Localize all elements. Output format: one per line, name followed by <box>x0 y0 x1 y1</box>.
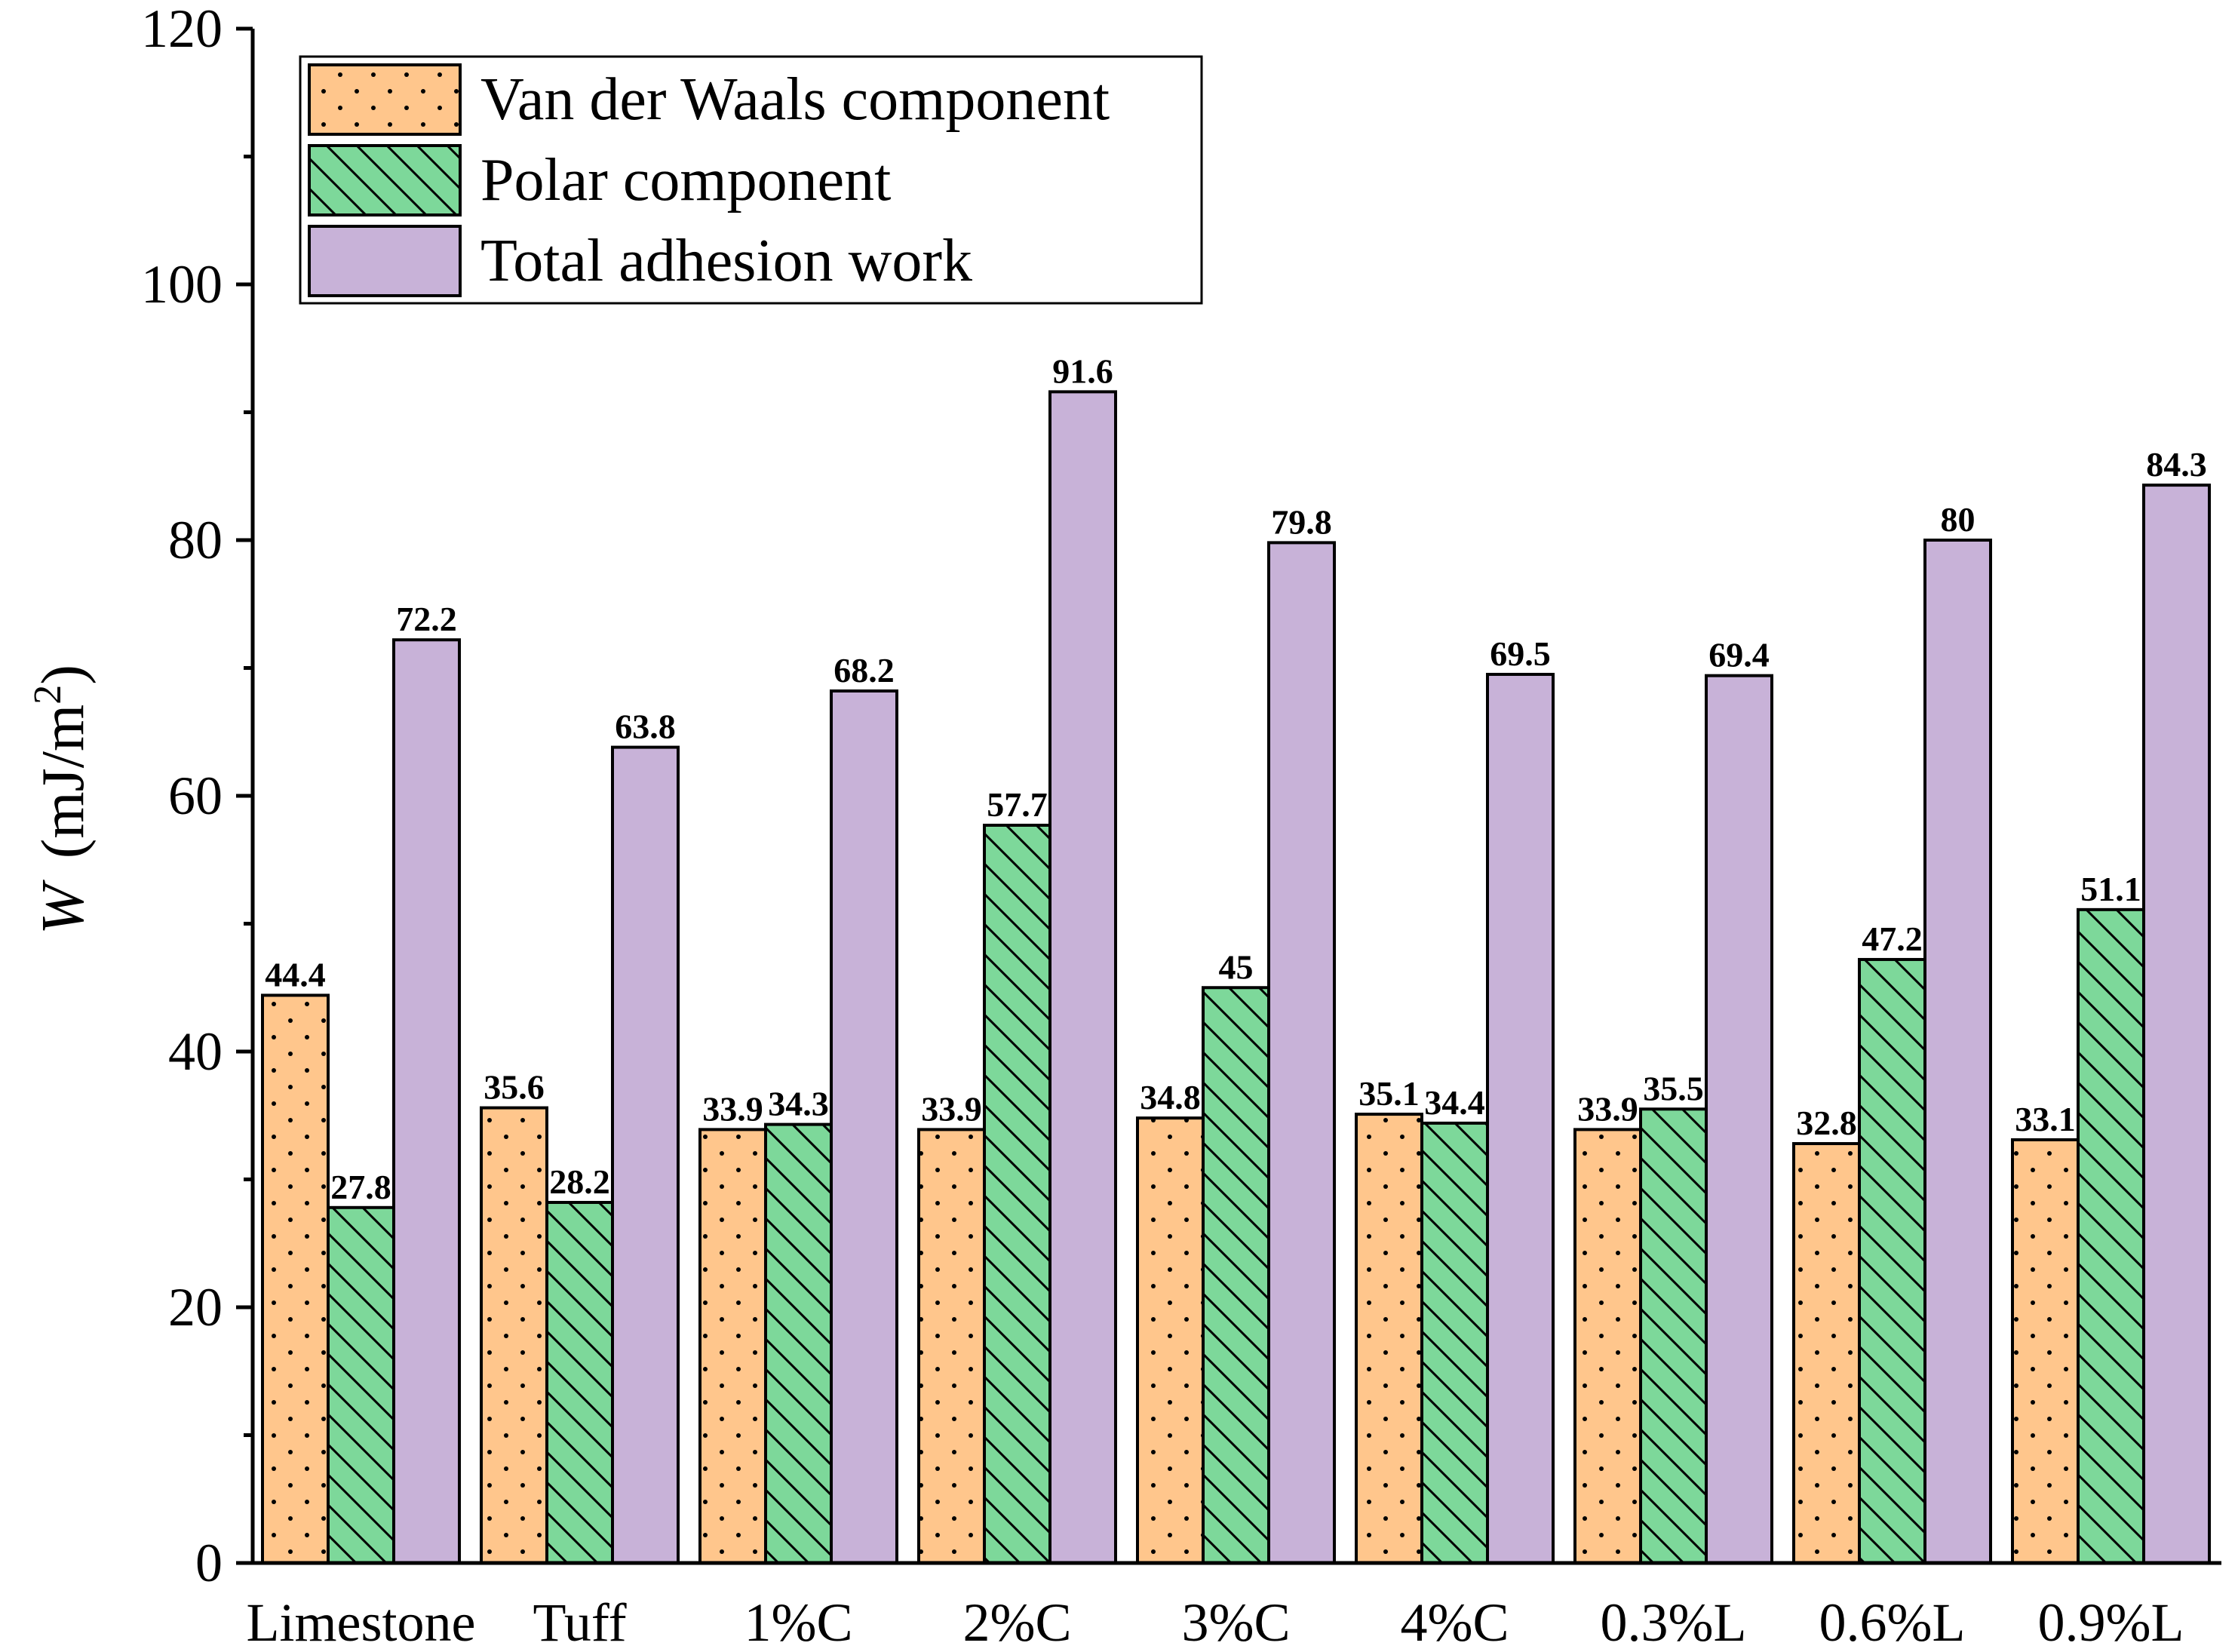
data-label-van-der-waals-component-0-9-l: 33.1 <box>2015 1100 2076 1138</box>
legend-swatch-total <box>308 225 462 297</box>
bar-total-adhesion-work-0-6-l <box>1923 539 1992 1564</box>
x-tick-label-3-c: 3%C <box>1182 1592 1291 1652</box>
bar-van-der-waals-component-0-9-l <box>2011 1138 2080 1564</box>
data-label-polar-component-3-c: 45 <box>1219 947 1254 986</box>
bar-polar-component-0-6-l <box>1858 957 1926 1564</box>
data-label-total-adhesion-work-3-c: 79.8 <box>1271 502 1332 541</box>
y-tick-label-20: 20 <box>168 1277 223 1337</box>
legend-label-van-der-waals: Van der Waals component <box>480 66 1110 133</box>
data-label-total-adhesion-work-1-c: 68.2 <box>833 651 895 689</box>
data-label-polar-component-1-c: 34.3 <box>768 1085 829 1123</box>
legend-label-total: Total adhesion work <box>480 228 972 294</box>
y-tick-label-100: 100 <box>141 254 223 315</box>
bar-total-adhesion-work-limestone <box>392 638 461 1565</box>
y-axis-unit-suffix: ) <box>30 665 97 685</box>
x-tick-label-4-c: 4%C <box>1401 1592 1509 1652</box>
x-tick-label-0-9-l: 0.9%L <box>2038 1592 2184 1652</box>
y-tick-label-60: 60 <box>168 766 223 826</box>
data-label-polar-component-limestone: 27.8 <box>330 1168 391 1206</box>
bar-polar-component-limestone <box>327 1205 395 1565</box>
x-tick-label-0-6-l: 0.6%L <box>1819 1592 1966 1652</box>
data-label-polar-component-4-c: 34.4 <box>1424 1083 1485 1122</box>
data-label-polar-component-0-6-l: 47.2 <box>1862 920 1923 958</box>
data-label-van-der-waals-component-0-6-l: 32.8 <box>1796 1104 1857 1142</box>
bar-total-adhesion-work-1-c <box>830 689 898 1564</box>
y-axis-variable: W <box>30 880 97 935</box>
data-label-polar-component-0-3-l: 35.5 <box>1643 1069 1704 1107</box>
data-label-van-der-waals-component-3-c: 34.8 <box>1140 1078 1201 1116</box>
data-label-total-adhesion-work-0-3-l: 69.4 <box>1708 636 1770 674</box>
bar-van-der-waals-component-2-c <box>917 1128 986 1564</box>
x-tick-label-2-c: 2%C <box>963 1592 1072 1652</box>
y-tick-label-40: 40 <box>168 1021 223 1082</box>
bar-total-adhesion-work-4-c <box>1486 672 1555 1564</box>
data-label-van-der-waals-component-1-c: 33.9 <box>702 1089 763 1128</box>
bar-van-der-waals-component-tuff <box>480 1106 548 1564</box>
y-tick-label-0: 0 <box>195 1533 223 1593</box>
data-label-van-der-waals-component-2-c: 33.9 <box>921 1089 982 1128</box>
x-tick-labels: Limestone Tuff 1%C 2%C 3%C 4%C 0.3%L 0.6%L 0.9%L <box>247 1592 2184 1652</box>
legend-label-polar: Polar component <box>480 147 891 213</box>
data-label-van-der-waals-component-0-3-l: 33.9 <box>1577 1089 1638 1128</box>
bar-van-der-waals-component-4-c <box>1355 1113 1423 1565</box>
data-label-van-der-waals-component-4-c: 35.1 <box>1358 1074 1420 1113</box>
y-axis-unit-exponent: 2 <box>26 685 69 705</box>
bar-polar-component-0-3-l <box>1639 1107 1708 1564</box>
data-label-polar-component-2-c: 57.7 <box>987 785 1048 824</box>
bar-van-der-waals-component-limestone <box>261 993 330 1565</box>
legend: Van der Waals component Polar component … <box>299 55 1203 305</box>
data-label-total-adhesion-work-2-c: 91.6 <box>1052 352 1113 390</box>
data-label-van-der-waals-component-tuff: 35.6 <box>484 1068 545 1107</box>
data-label-van-der-waals-component-limestone: 44.4 <box>265 955 326 993</box>
bar-van-der-waals-component-0-6-l <box>1792 1142 1861 1565</box>
bar-van-der-waals-component-0-3-l <box>1573 1128 1642 1564</box>
data-label-total-adhesion-work-tuff: 63.8 <box>615 708 676 746</box>
legend-swatch-polar <box>308 144 462 216</box>
bar-polar-component-2-c <box>983 823 1051 1564</box>
x-tick-label-0-3-l: 0.3%L <box>1601 1592 1747 1652</box>
data-label-total-adhesion-work-limestone: 72.2 <box>396 600 457 638</box>
y-axis-unit-prefix: (mJ/m <box>30 705 97 858</box>
bar-polar-component-3-c <box>1202 986 1270 1564</box>
bar-polar-component-0-9-l <box>2077 907 2145 1564</box>
x-tick-label-1-c: 1%C <box>744 1592 853 1652</box>
y-ticks: 0 20 40 60 80 100 120 <box>141 0 253 1593</box>
bar-total-adhesion-work-2-c <box>1048 390 1117 1564</box>
data-labels-layer: 44.427.872.235.628.263.833.9 34.368.233.9… <box>265 352 2207 1205</box>
bars-layer <box>261 390 2211 1565</box>
data-label-polar-component-tuff: 28.2 <box>549 1162 610 1201</box>
data-label-total-adhesion-work-4-c: 69.5 <box>1490 634 1551 673</box>
legend-swatch-van-der-waals <box>308 63 462 136</box>
bar-total-adhesion-work-tuff <box>611 745 680 1565</box>
x-tick-label-tuff: Tuff <box>533 1592 626 1652</box>
data-label-total-adhesion-work-0-9-l: 84.3 <box>2146 445 2207 484</box>
y-tick-label-80: 80 <box>168 510 223 570</box>
bar-polar-component-tuff <box>545 1201 614 1564</box>
bar-polar-component-4-c <box>1420 1121 1489 1565</box>
bar-polar-component-1-c <box>764 1122 833 1564</box>
data-label-polar-component-0-9-l: 51.1 <box>2080 870 2141 908</box>
bar-van-der-waals-component-3-c <box>1136 1116 1205 1564</box>
bar-total-adhesion-work-0-3-l <box>1705 674 1773 1564</box>
x-tick-label-limestone: Limestone <box>247 1592 476 1652</box>
data-label-total-adhesion-work-0-6-l: 80 <box>1941 500 1976 539</box>
bar-total-adhesion-work-3-c <box>1267 541 1336 1564</box>
bar-van-der-waals-component-1-c <box>698 1128 767 1564</box>
bar-total-adhesion-work-0-9-l <box>2142 484 2211 1564</box>
y-tick-label-120: 120 <box>141 0 223 59</box>
y-axis-label: W (mJ/m2) <box>26 665 97 935</box>
